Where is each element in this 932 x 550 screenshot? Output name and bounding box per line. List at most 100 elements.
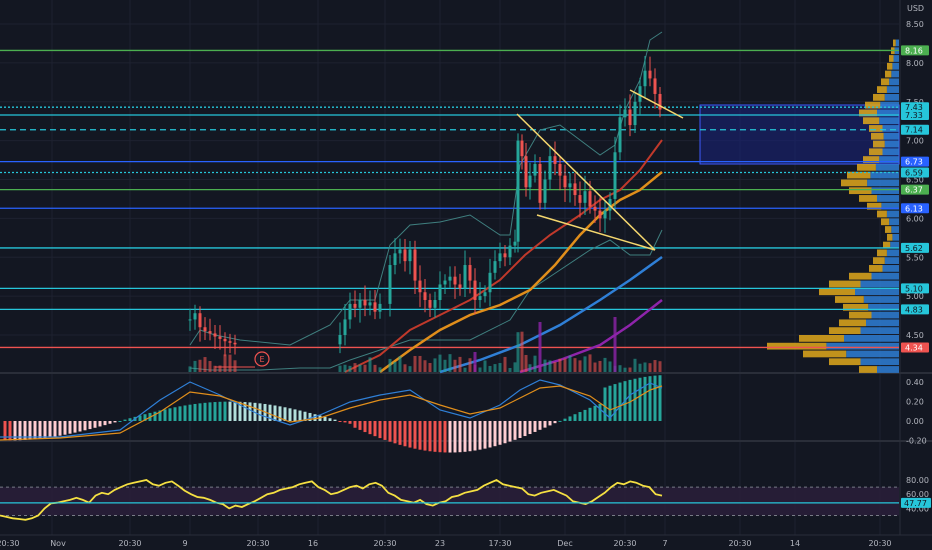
macd-histogram-bar [613,384,617,421]
macd-histogram-bar [463,421,467,452]
volume-profile-bar [887,62,893,70]
macd-histogram-bar [378,421,382,439]
candle-body [418,280,422,293]
macd-histogram-bar [313,414,317,421]
macd-histogram-bar [3,421,7,441]
volume-bar [658,361,662,372]
price-level-tag-bg [901,124,929,135]
volume-profile-bar [892,62,899,70]
volume-bar [213,365,217,372]
volume-bar [498,363,502,372]
macd-histogram-bar [233,401,237,421]
price-level-tag-bg [901,167,929,178]
volume-profile-bar [860,358,899,366]
macd-histogram-bar [548,421,552,426]
volume-bar [378,367,382,372]
candle-body [223,338,227,342]
time-axis-label: 20:30 [613,539,636,548]
volume-profile-bar [889,55,894,62]
volume-bar [348,365,352,372]
volume-profile-bar [865,101,881,109]
candle-body [468,265,472,281]
volume-profile-bar [829,280,861,288]
price-level-tag: 8.16 [901,45,929,56]
macd-histogram-bar [178,406,182,421]
volume-profile-bar [891,70,899,78]
candle-body [583,191,587,203]
trendline-flag [629,89,684,119]
volume-bar [588,354,592,372]
macd-histogram-bar [238,401,242,421]
volume-profile-bar [859,109,877,117]
candle-body [658,93,662,110]
macd-histogram-bar [543,421,547,428]
volume-bar [483,360,487,372]
macd-histogram-bar [518,421,522,438]
time-axis-label: 20:30 [373,539,396,548]
volume-bar [593,362,597,372]
volume-bar [508,367,512,372]
volume-bar [648,363,652,372]
macd-histogram-bar [158,410,162,421]
candle-body [483,292,487,297]
macd-histogram-bar [488,421,492,448]
macd-histogram-bar [48,421,52,438]
macd-histogram-bar [273,405,277,421]
macd-histogram-bar [218,401,222,421]
macd-histogram-bar [413,421,417,449]
volume-bar [543,359,547,372]
volume-profile-bar [882,148,899,156]
macd-histogram-bar [53,421,57,437]
macd-histogram-bar [323,416,327,421]
macd-histogram-bar [583,409,587,421]
volume-profile-bar [868,303,899,311]
macd-histogram-bar [333,419,337,421]
price-level-tag: 4.34 [901,342,929,353]
volume-profile-bar [844,335,899,342]
candle-body [543,179,547,203]
candle-body [433,300,437,308]
volume-bar [393,361,397,372]
macd-histogram-bar [363,421,367,433]
macd-histogram-bar [368,421,372,435]
macd-histogram-bar [473,421,477,451]
volume-profile-bar [887,233,893,241]
volume-profile-bar [873,93,885,101]
volume-profile-bar [873,140,885,148]
volume-profile-bar [895,39,899,47]
macd-histogram-bar [443,421,447,453]
price-level-tag: 4.83 [901,304,929,315]
rsi-current-tag-bg [901,497,931,508]
candle-body [568,183,572,188]
macd-histogram-bar [538,421,542,430]
macd-histogram-bar [423,421,427,451]
candle-body [558,163,562,176]
volume-bar [433,358,437,372]
volume-profile-bar [871,272,899,280]
volume-bar [488,365,492,372]
macd-histogram-bar [573,414,577,421]
macd-histogram-bar [128,418,132,421]
candle-body [603,210,607,219]
price-level-tag-label: 4.34 [905,343,923,352]
time-axis-label: 20:30 [246,539,269,548]
macd-histogram-bar [143,414,147,421]
volume-bar [408,366,412,372]
macd-histogram-bar [628,379,632,421]
price-level-tag-bg [901,156,929,167]
earnings-marker: E [254,351,270,367]
macd-histogram-bar [93,421,97,428]
macd-histogram-bar [298,410,302,421]
candle-body [473,280,477,301]
candle-body [403,249,407,262]
candle-body [218,336,222,339]
candle-body [378,303,382,312]
macd-histogram-bar [228,401,232,421]
macd-histogram-bar [118,421,122,422]
candle-body [578,195,582,203]
volume-bar [533,355,537,372]
price-level-tag-label: 8.16 [905,46,923,55]
